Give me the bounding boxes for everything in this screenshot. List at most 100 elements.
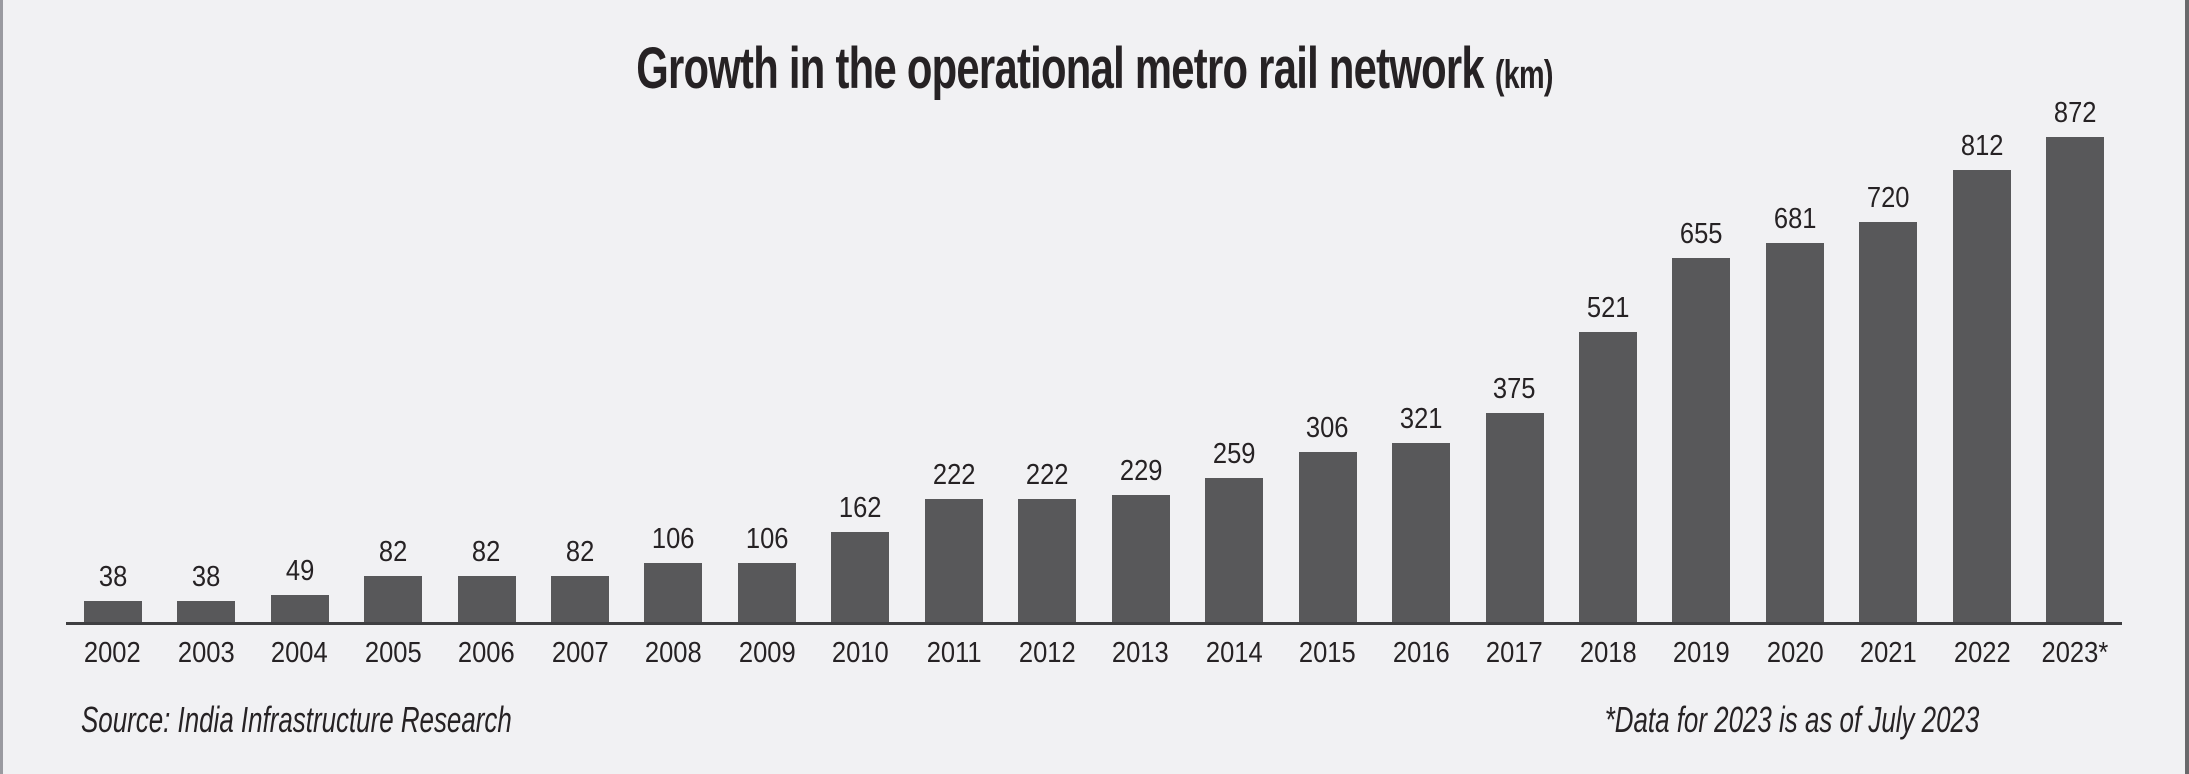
- year-label: 2008: [645, 637, 702, 669]
- year-label: 2020: [1766, 637, 1824, 669]
- year-label: 2021: [1859, 637, 1917, 669]
- year-label: 2012: [1018, 637, 1076, 669]
- bar-column: 720: [1842, 182, 1935, 622]
- value-label: 375: [1493, 373, 1536, 405]
- value-label: 681: [1773, 203, 1817, 235]
- value-label: 321: [1399, 403, 1443, 435]
- value-label: 655: [1680, 218, 1723, 250]
- bar-column: 812: [1935, 130, 2028, 622]
- bar: [1298, 452, 1357, 622]
- bar-column: 375: [1468, 373, 1561, 622]
- bar-column: 306: [1281, 412, 1374, 622]
- bar-column: 655: [1655, 218, 1748, 622]
- bar: [737, 563, 796, 622]
- value-label: 229: [1119, 455, 1163, 487]
- bar: [1111, 495, 1170, 622]
- value-label: 82: [472, 536, 501, 568]
- bar: [83, 601, 142, 622]
- year-label: 2011: [926, 637, 982, 669]
- bar: [1485, 413, 1544, 622]
- value-label: 521: [1586, 292, 1630, 324]
- year-label: 2005: [364, 637, 422, 669]
- year-label: 2019: [1673, 637, 1730, 669]
- year-label: 2022: [1953, 637, 2011, 669]
- bar: [364, 576, 423, 622]
- bar: [1018, 499, 1077, 622]
- value-label: 49: [285, 555, 314, 587]
- value-label: 38: [98, 561, 127, 593]
- bar-column: 872: [2029, 97, 2122, 622]
- year-label: 2013: [1112, 637, 1170, 669]
- bar-column: 681: [1748, 203, 1841, 622]
- source-note-text: Source: India Infrastructure Research: [81, 699, 512, 740]
- value-label: 82: [378, 536, 408, 568]
- year-label: 2006: [458, 637, 515, 669]
- bar: [2046, 137, 2105, 622]
- bar: [1578, 332, 1637, 622]
- plot-area: 38 38 49 82 82 82 106 106 162 222 222: [66, 97, 2122, 625]
- year-label: 2004: [271, 637, 329, 669]
- bar: [1952, 170, 2011, 622]
- bar-column: 222: [1001, 459, 1094, 622]
- bar: [1205, 478, 1264, 622]
- value-label: 222: [932, 459, 976, 491]
- bar-column: 82: [440, 536, 533, 622]
- bar-column: 82: [533, 536, 626, 622]
- footnote-text: *Data for 2023 is as of July 2023: [1604, 699, 1979, 740]
- value-label: 162: [839, 492, 882, 524]
- year-label: 2007: [551, 637, 609, 669]
- bar-column: 521: [1561, 292, 1654, 622]
- bar: [457, 576, 516, 622]
- bar: [831, 532, 890, 622]
- chart-title: Growth in the operational metro rail net…: [3, 40, 2185, 98]
- year-label: 2015: [1299, 637, 1357, 669]
- bar: [1672, 258, 1731, 622]
- source-note: Source: India Infrastructure Research: [81, 700, 679, 740]
- year-label: 2002: [84, 637, 142, 669]
- bar-column: 321: [1374, 403, 1467, 622]
- bar: [1765, 243, 1824, 622]
- bar-column: 229: [1094, 455, 1187, 622]
- year-label: 2016: [1392, 637, 1450, 669]
- year-label: 2023*: [2041, 637, 2109, 669]
- footnote: *Data for 2023 is as of July 2023: [1459, 700, 1979, 740]
- value-label: 222: [1025, 459, 1069, 491]
- bar: [270, 595, 329, 622]
- bar-column: 106: [627, 523, 720, 622]
- bar-column: 106: [720, 523, 813, 622]
- chart-title-unit: (km): [1494, 53, 1553, 97]
- chart-area: 38 38 49 82 82 82 106 106 162 222 222: [66, 97, 2122, 670]
- value-label: 106: [745, 523, 789, 555]
- year-axis: 2002 2003 2004 2005 2006 2007 2008 2009 2010 2011…: [66, 637, 2122, 670]
- chart-footer: Source: India Infrastructure Research *D…: [3, 700, 2185, 740]
- bar: [644, 563, 703, 622]
- bar: [550, 576, 609, 622]
- year-label: 2003: [177, 637, 235, 669]
- year-label: 2018: [1579, 637, 1637, 669]
- value-label: 82: [565, 536, 595, 568]
- chart-title-text: Growth in the operational metro rail net…: [635, 36, 1484, 101]
- bar-column: 38: [66, 561, 159, 622]
- year-label: 2010: [831, 637, 889, 669]
- bar: [1392, 443, 1451, 622]
- value-label: 38: [191, 561, 221, 593]
- bar: [177, 601, 236, 622]
- bar-column: 259: [1187, 438, 1280, 622]
- bar-column: 38: [159, 561, 252, 622]
- bar-column: 82: [346, 536, 439, 622]
- year-label: 2009: [738, 637, 796, 669]
- value-label: 812: [1960, 130, 2004, 162]
- bar-column: 49: [253, 555, 346, 622]
- value-label: 720: [1867, 182, 1910, 214]
- bar-column: 222: [907, 459, 1000, 622]
- value-label: 306: [1306, 412, 1349, 444]
- bar: [924, 499, 983, 622]
- year-label: 2017: [1486, 637, 1543, 669]
- value-label: 259: [1212, 438, 1256, 470]
- value-label: 872: [2053, 97, 2097, 129]
- bar: [1859, 222, 1918, 622]
- value-label: 106: [652, 523, 695, 555]
- bar-column: 162: [814, 492, 907, 622]
- year-label: 2014: [1205, 637, 1263, 669]
